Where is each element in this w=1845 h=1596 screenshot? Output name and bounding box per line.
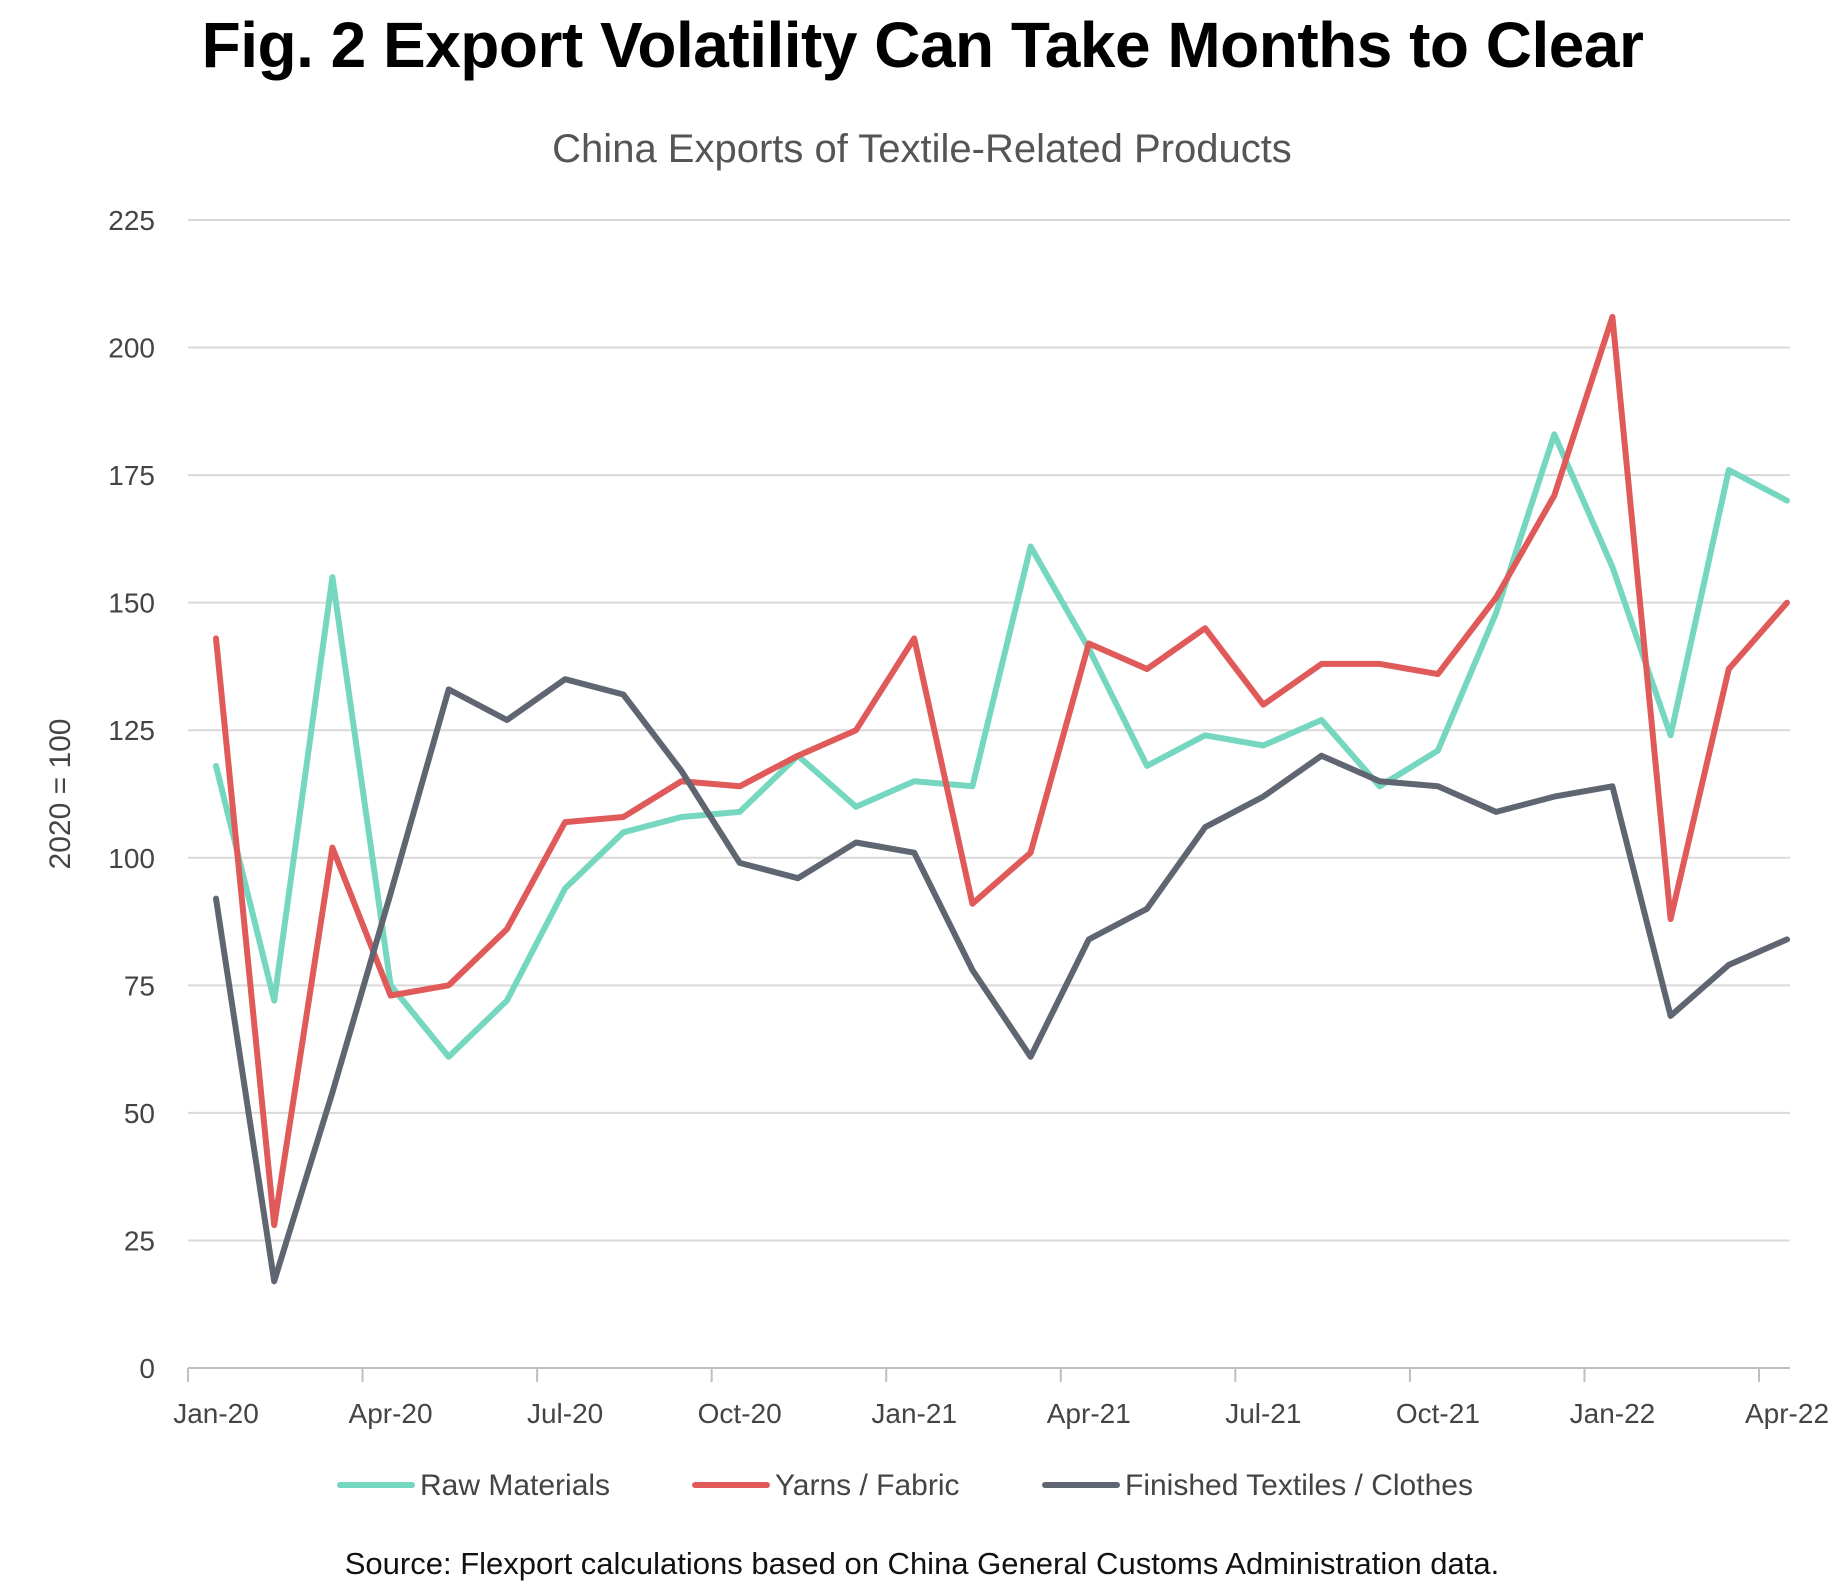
series-lines (213, 313, 1790, 1285)
chart-subtitle: China Exports of Textile-Related Product… (552, 127, 1292, 171)
y-tick-label: 150 (108, 588, 155, 619)
x-tick-label: Jan-21 (871, 1398, 957, 1429)
figure-title: Fig. 2 Export Volatility Can Take Months… (201, 9, 1644, 81)
legend-label: Raw Materials (420, 1469, 610, 1502)
gridlines (188, 219, 1790, 1242)
x-tick-label: Jan-22 (1570, 1398, 1656, 1429)
y-tick-label: 175 (108, 460, 155, 491)
y-tick-label: 200 (108, 333, 155, 364)
y-tick-label: 50 (124, 1098, 155, 1129)
series-line-yarns-fabric (213, 313, 1790, 1229)
y-tick-label: 225 (108, 205, 155, 236)
x-tick-label: Apr-20 (349, 1398, 433, 1429)
y-axis-ticks: 0 25 50 75 100 125 150 175 200 225 (108, 205, 155, 1384)
y-tick-label: 100 (108, 843, 155, 874)
x-tick-label: Apr-21 (1047, 1398, 1131, 1429)
legend-label: Yarns / Fabric (775, 1469, 960, 1502)
x-tick-label: Oct-21 (1396, 1398, 1480, 1429)
x-tick-label: Jul-20 (527, 1398, 603, 1429)
x-tick-label: Jul-21 (1225, 1398, 1301, 1429)
legend-label: Finished Textiles / Clothes (1125, 1469, 1473, 1502)
source-note: Source: Flexport calculations based on C… (345, 1546, 1500, 1581)
x-tick-label: Apr-22 (1745, 1398, 1829, 1429)
y-tick-label: 75 (124, 970, 155, 1001)
x-axis: Jan-20 Apr-20 Jul-20 Oct-20 Jan-21 Apr-21 Jul-… (173, 1367, 1829, 1429)
x-tick-label: Jan-20 (173, 1398, 259, 1429)
legend: Raw Materials Yarns / Fabric Finished Text… (337, 1469, 1473, 1502)
y-axis-label: 2020 = 100 (44, 719, 77, 870)
series-line-finished (213, 676, 1790, 1285)
y-tick-label: 125 (108, 715, 155, 746)
y-tick-label: 25 (124, 1225, 155, 1256)
series-line-raw-materials (213, 431, 1790, 1060)
y-tick-label: 0 (139, 1353, 155, 1384)
x-tick-label: Oct-20 (698, 1398, 782, 1429)
